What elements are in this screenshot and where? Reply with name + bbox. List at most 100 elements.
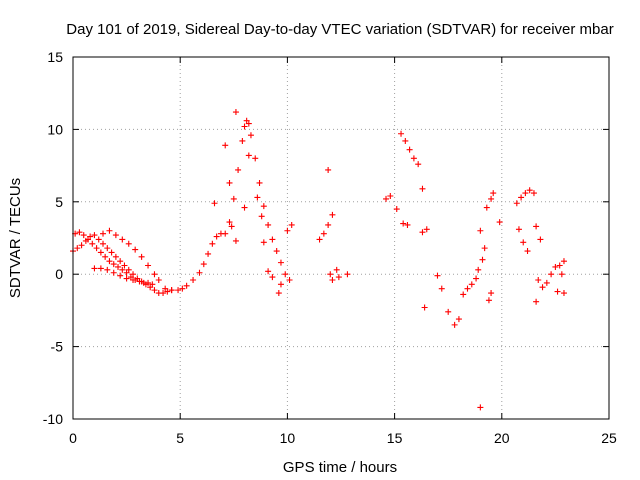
data-point-marker (108, 249, 115, 256)
data-point-marker (275, 290, 282, 297)
y-tick-label: 0 (55, 266, 63, 282)
data-point-marker (104, 245, 111, 252)
data-point-marker (78, 242, 85, 249)
data-point-marker (91, 232, 98, 239)
plot-frame (72, 56, 610, 420)
data-point-marker (438, 285, 445, 292)
data-point-marker (149, 281, 156, 288)
data-point-marker (241, 204, 248, 211)
data-point-marker (110, 269, 117, 276)
data-point-marker (387, 193, 394, 200)
data-point-marker (190, 276, 197, 283)
data-point-marker (421, 304, 428, 311)
data-point-marker (239, 137, 246, 144)
data-point-marker (325, 221, 332, 228)
y-tick-label: 10 (47, 121, 63, 137)
data-point-marker (464, 285, 471, 292)
data-point-marker (155, 276, 162, 283)
data-point-marker (102, 253, 109, 260)
data-point-marker (136, 278, 143, 285)
data-point-marker (490, 190, 497, 197)
data-point-marker (558, 271, 565, 278)
data-point-marker (95, 236, 102, 243)
data-point-marker (533, 223, 540, 230)
data-point-marker (226, 179, 233, 186)
data-point-marker (475, 266, 482, 273)
data-point-marker (415, 161, 422, 168)
data-point-marker (265, 221, 272, 228)
data-point-marker (196, 269, 203, 276)
data-point-marker (477, 404, 484, 411)
data-point-marker (205, 250, 212, 257)
x-tick-label: 5 (176, 430, 184, 446)
data-point-marker (284, 227, 291, 234)
data-point-marker (288, 221, 295, 228)
data-point-marker (115, 263, 122, 270)
data-point-marker (232, 109, 239, 116)
data-point-marker (74, 245, 81, 252)
data-point-marker (560, 258, 567, 265)
x-axis-label: GPS time / hours (283, 459, 397, 476)
data-point-marker (110, 261, 117, 268)
data-point-marker (175, 287, 182, 294)
data-point-marker (130, 276, 137, 283)
data-point-marker (138, 253, 145, 260)
data-point-marker (200, 261, 207, 268)
data-point-marker (539, 284, 546, 291)
x-tick-label: 15 (387, 430, 403, 446)
data-point-marker (481, 245, 488, 252)
data-point-marker (434, 272, 441, 279)
data-point-marker (85, 236, 92, 243)
data-point-marker (119, 236, 126, 243)
data-point-marker (168, 287, 175, 294)
data-point-marker (327, 271, 334, 278)
y-tick-label: -10 (43, 411, 63, 427)
data-point-marker (145, 262, 152, 269)
data-point-marker (106, 258, 113, 265)
data-point-marker (117, 258, 124, 265)
data-point-marker (123, 269, 130, 276)
data-point-marker (160, 290, 167, 297)
data-point-marker (260, 203, 267, 210)
data-point-marker (522, 190, 529, 197)
data-point-marker (273, 248, 280, 255)
axis-ticks: 0 5 10 15 20 25 -10 -5 0 5 10 15 (43, 49, 617, 446)
data-point-marker (451, 321, 458, 328)
data-point-marker (222, 230, 229, 237)
data-point-marker (479, 256, 486, 263)
data-point-marker (222, 142, 229, 149)
data-point-marker (112, 253, 119, 260)
data-point-marker (543, 279, 550, 286)
data-point-marker (91, 265, 98, 272)
data-point-marker (477, 227, 484, 234)
data-point-marker (183, 282, 190, 289)
chart-title: Day 101 of 2019, Sidereal Day-to-day VTE… (66, 21, 613, 38)
data-point-marker (400, 220, 407, 227)
data-point-marker (316, 236, 323, 243)
data-point-marker (100, 240, 107, 247)
data-point-marker (211, 200, 218, 207)
data-point-marker (145, 279, 152, 286)
data-point-marker (277, 281, 284, 288)
x-tick-label: 20 (494, 430, 510, 446)
data-point-marker (226, 219, 233, 226)
data-point-marker (119, 266, 126, 273)
data-point-marker (89, 240, 96, 247)
data-point-marker (468, 281, 475, 288)
data-point-marker (76, 229, 83, 236)
data-point-marker (344, 271, 351, 278)
data-point-marker (423, 226, 430, 233)
data-point-marker (329, 276, 336, 283)
data-point-marker (325, 166, 332, 173)
data-point-marker (556, 262, 563, 269)
data-point-marker (515, 226, 522, 233)
data-point-marker (488, 290, 495, 297)
data-point-marker (228, 223, 235, 230)
data-point-marker (269, 236, 276, 243)
data-point-marker (518, 194, 525, 201)
data-point-marker (554, 288, 561, 295)
data-point-marker (537, 236, 544, 243)
data-point-marker (209, 240, 216, 247)
data-point-marker (258, 213, 265, 220)
